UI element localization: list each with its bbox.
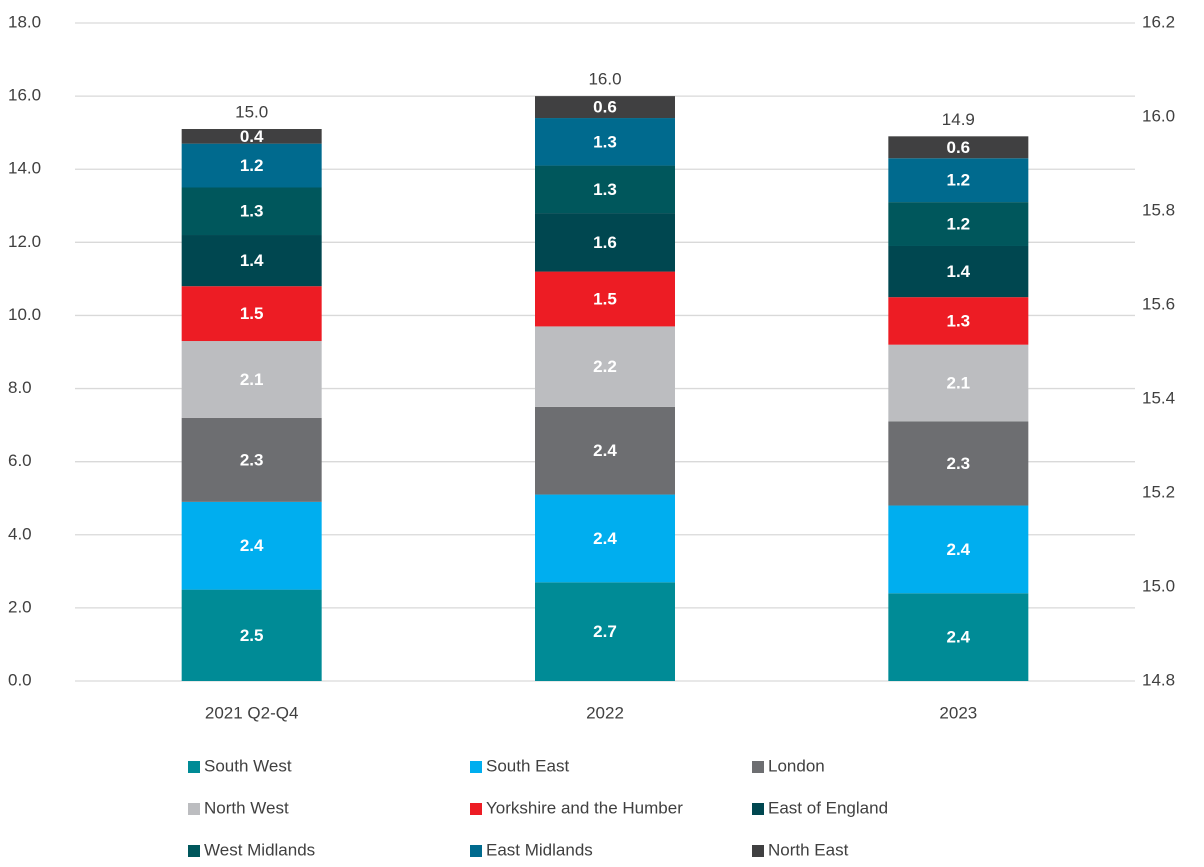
legend-label: Yorkshire and the Humber	[486, 798, 683, 817]
segment-label: 2.4	[240, 536, 264, 555]
legend-label: North East	[768, 840, 849, 859]
bar-segment	[181, 286, 322, 342]
total-label: 14.9	[942, 110, 975, 129]
y-tick-label: 16.0	[8, 86, 41, 105]
segment-label: 1.2	[947, 171, 971, 190]
legend-label: West Midlands	[204, 840, 315, 859]
legend-swatch	[188, 845, 200, 857]
bar-segment	[888, 593, 1029, 681]
bar-segment	[181, 143, 322, 188]
segment-label: 2.4	[947, 628, 971, 647]
y-tick-label: 18.0	[8, 12, 41, 31]
segment-label: 0.4	[240, 127, 264, 146]
y-tick-label: 10.0	[8, 305, 41, 324]
segment-label: 2.1	[240, 370, 264, 389]
segment-label: 2.4	[593, 441, 617, 460]
y-tick-label: 2.0	[8, 597, 32, 616]
segment-label: 0.6	[947, 138, 971, 157]
bar-segment	[888, 136, 1029, 159]
bar-segment	[888, 505, 1029, 594]
segment-label: 1.4	[947, 262, 971, 281]
bar-segment	[535, 213, 675, 272]
legend-label: South West	[204, 756, 292, 775]
bar-segment	[535, 494, 675, 583]
bar-segment	[535, 326, 675, 407]
x-tick-label: 2022	[586, 703, 624, 722]
legend-swatch	[752, 761, 764, 773]
segment-label: 1.5	[593, 289, 617, 308]
bar-segment	[888, 344, 1029, 422]
legend-swatch	[470, 845, 482, 857]
y2-tick-label: 14.8	[1142, 670, 1175, 689]
segment-label: 1.3	[947, 311, 971, 330]
x-tick-label: 2021 Q2-Q4	[205, 703, 299, 722]
legend-label: East Midlands	[486, 840, 593, 859]
y-tick-label: 8.0	[8, 378, 32, 397]
bar-segment	[181, 187, 322, 236]
total-label: 16.0	[588, 70, 621, 89]
segment-label: 2.3	[240, 450, 264, 469]
bar-segment	[535, 271, 675, 327]
segment-label: 1.3	[593, 132, 617, 151]
legend-swatch	[752, 803, 764, 815]
bar-segment	[888, 202, 1029, 246]
y-tick-label: 14.0	[8, 159, 41, 178]
segment-label: 1.3	[240, 202, 264, 221]
legend-swatch	[470, 761, 482, 773]
y2-tick-label: 15.4	[1142, 388, 1175, 407]
legend-label: North West	[204, 798, 289, 817]
segment-label: 1.2	[240, 156, 264, 175]
bar-segment	[181, 501, 322, 590]
bar-segment	[181, 589, 322, 681]
legend-swatch	[470, 803, 482, 815]
bar-segment	[535, 406, 675, 495]
segment-label: 2.2	[593, 357, 617, 376]
segment-label: 1.6	[593, 233, 617, 252]
legend-swatch	[188, 803, 200, 815]
segment-label: 0.6	[593, 98, 617, 117]
legend-label: London	[768, 756, 825, 775]
segment-label: 1.4	[240, 251, 264, 270]
y2-tick-label: 16.2	[1142, 12, 1175, 31]
segment-label: 2.4	[593, 529, 617, 548]
x-tick-label: 2023	[939, 703, 977, 722]
y-tick-label: 4.0	[8, 524, 32, 543]
y-tick-label: 12.0	[8, 232, 41, 251]
segment-label: 1.3	[593, 180, 617, 199]
y2-tick-label: 15.0	[1142, 576, 1175, 595]
y2-tick-label: 15.2	[1142, 482, 1175, 501]
segment-label: 2.3	[947, 454, 971, 473]
segment-label: 2.1	[947, 374, 971, 393]
bar-segment	[888, 421, 1029, 506]
bar-segment	[888, 245, 1029, 298]
legend-swatch	[752, 845, 764, 857]
y2-tick-label: 16.0	[1142, 106, 1175, 125]
bar-segment	[888, 297, 1029, 345]
bar-segment	[181, 129, 322, 144]
bar-segment	[181, 341, 322, 418]
segment-label: 1.5	[240, 304, 264, 323]
y-tick-label: 6.0	[8, 451, 32, 470]
bar-segment	[535, 118, 675, 166]
y2-tick-label: 15.6	[1142, 294, 1175, 313]
bar-segment	[181, 417, 322, 502]
bar-segment	[888, 158, 1029, 203]
bar-segment	[181, 235, 322, 287]
y2-tick-label: 15.8	[1142, 200, 1175, 219]
total-label: 15.0	[235, 102, 268, 121]
segment-label: 1.2	[947, 215, 971, 234]
legend-label: East of England	[768, 798, 888, 817]
bar-segment	[535, 582, 675, 681]
bar-segment	[535, 96, 675, 119]
legend-swatch	[188, 761, 200, 773]
y-tick-label: 0.0	[8, 670, 32, 689]
segment-label: 2.7	[593, 622, 617, 641]
segment-label: 2.4	[947, 540, 971, 559]
segment-label: 2.5	[240, 626, 264, 645]
bar-segment	[535, 165, 675, 214]
legend-label: South East	[486, 756, 569, 775]
